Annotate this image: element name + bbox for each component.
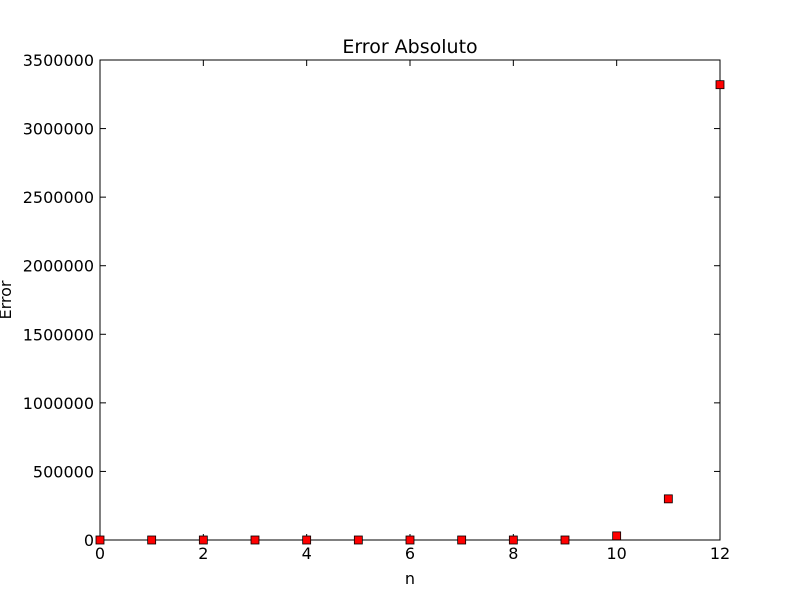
y-tick-label: 3500000 <box>23 51 94 70</box>
data-point <box>612 531 622 541</box>
data-point <box>147 535 157 545</box>
y-axis-ticks <box>100 59 720 541</box>
data-point <box>715 80 725 90</box>
data-point <box>457 535 467 545</box>
data-point <box>663 494 673 504</box>
data-point <box>353 535 363 545</box>
chart-title: Error Absoluto <box>342 36 477 58</box>
plot-area-frame <box>99 59 721 541</box>
x-tick-label: 4 <box>302 544 312 563</box>
y-tick-label: 0 <box>84 531 94 550</box>
y-tick-label: 2000000 <box>23 257 94 276</box>
data-point <box>250 535 260 545</box>
x-tick-label: 2 <box>198 544 208 563</box>
y-tick-label: 3000000 <box>23 120 94 139</box>
x-tick-label: 8 <box>508 544 518 563</box>
x-tick-label: 6 <box>405 544 415 563</box>
y-tick-label: 1000000 <box>23 394 94 413</box>
data-points <box>95 80 725 545</box>
data-point <box>198 535 208 545</box>
data-point <box>560 535 570 545</box>
data-point <box>302 535 312 545</box>
y-axis-tick-labels: 0 500000 1000000 1500000 2000000 2500000 30000… <box>23 51 94 550</box>
data-point <box>405 535 415 545</box>
y-tick-label: 2500000 <box>23 188 94 207</box>
y-tick-label: 1500000 <box>23 325 94 344</box>
x-axis-ticks <box>99 60 721 540</box>
y-tick-label: 500000 <box>33 462 94 481</box>
x-axis-tick-labels: 0 2 4 6 8 10 12 <box>95 544 730 563</box>
x-tick-label: 0 <box>95 544 105 563</box>
x-axis-label: n <box>405 569 415 588</box>
data-point <box>508 535 518 545</box>
y-axis-label: Error <box>0 280 15 319</box>
data-point <box>95 535 105 545</box>
x-tick-label: 10 <box>606 544 626 563</box>
x-tick-label: 12 <box>710 544 730 563</box>
